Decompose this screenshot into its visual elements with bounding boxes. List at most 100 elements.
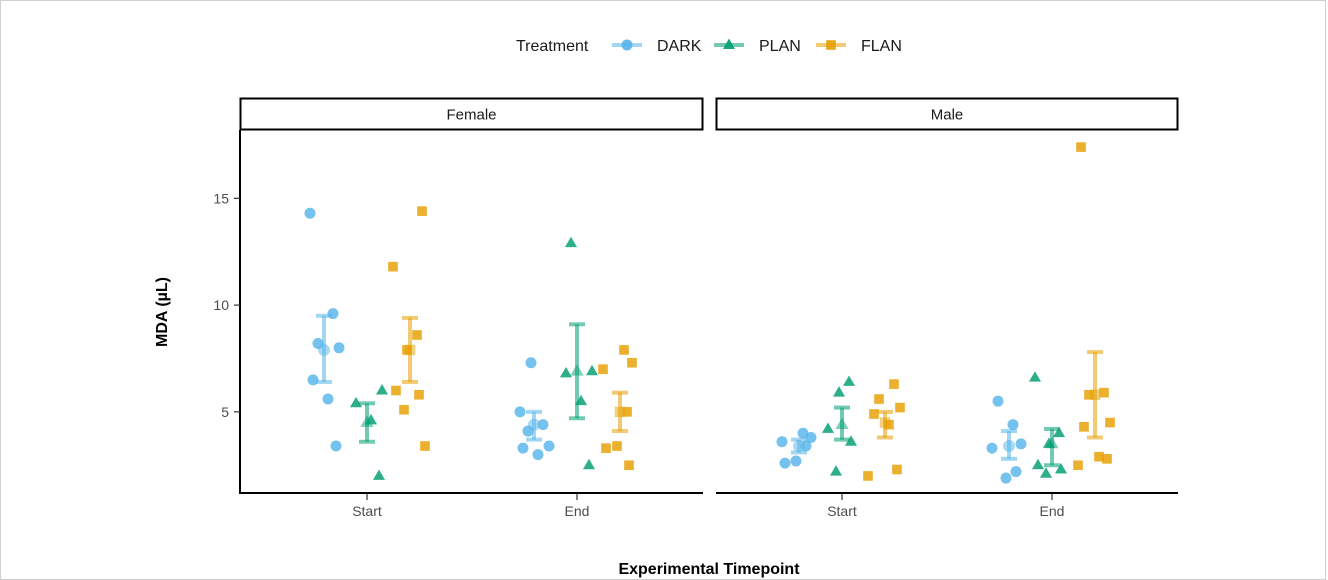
data-point [986, 442, 998, 454]
data-point [1007, 419, 1019, 431]
group-female-end-flan [598, 345, 637, 471]
data-point [612, 441, 622, 451]
legend-key-marker [722, 38, 736, 49]
data-point [537, 419, 549, 431]
data-point [585, 364, 599, 376]
data-point [1084, 389, 1094, 400]
data-point [779, 457, 791, 469]
y-axis-title: MDA (µL) [154, 277, 171, 347]
data-point [399, 404, 409, 415]
group-male-start-flan [863, 379, 905, 481]
data-point [619, 345, 629, 355]
data-point [375, 384, 389, 395]
data-marks [304, 142, 1115, 484]
legend-key-marker [621, 39, 633, 51]
mean-marker [1089, 389, 1101, 401]
mean-marker [835, 417, 849, 430]
group-male-end-flan [1073, 142, 1115, 471]
data-point [832, 386, 846, 397]
data-point [574, 394, 588, 406]
data-point [627, 357, 637, 368]
x-tick-label: Start [352, 503, 382, 519]
group-male-end-dark [986, 395, 1027, 484]
data-point [582, 458, 596, 470]
data-point [349, 396, 363, 408]
y-tick-label: 15 [213, 190, 229, 206]
data-point [844, 435, 858, 446]
group-female-start-flan [388, 206, 430, 451]
data-point [372, 469, 386, 480]
data-point [598, 364, 608, 374]
data-point [517, 442, 529, 454]
data-point [307, 374, 319, 386]
strip-label-female: Female [446, 107, 496, 124]
legend-item-dark: DARK [612, 38, 702, 55]
data-point [805, 431, 817, 443]
data-point [1015, 438, 1027, 450]
data-point [420, 441, 430, 451]
group-male-start-dark [776, 427, 817, 469]
data-point [388, 261, 398, 272]
data-point [892, 464, 902, 475]
legend-item-flan: FLAN [816, 38, 902, 55]
data-point [1102, 454, 1112, 464]
mean-marker [1003, 440, 1015, 453]
data-point [1094, 451, 1104, 462]
data-point [874, 394, 884, 404]
data-point [364, 413, 378, 425]
data-point [863, 471, 873, 481]
data-point [622, 407, 632, 417]
data-point [312, 338, 324, 350]
data-point [889, 379, 899, 389]
group-female-start-plan [349, 384, 389, 480]
legend-item-plan: PLAN [714, 38, 801, 55]
group-female-end-plan [559, 236, 599, 470]
legend: Treatment DARK PLAN FLAN [516, 38, 902, 55]
group-male-start-plan [821, 375, 858, 476]
data-point [1039, 467, 1053, 478]
data-point [327, 308, 339, 320]
x-tick-label: End [1040, 503, 1065, 519]
data-point [1054, 463, 1068, 474]
data-point [322, 393, 334, 405]
data-point [624, 460, 634, 471]
group-male-end-plan [1028, 371, 1068, 478]
data-point [1000, 472, 1012, 484]
data-point [1079, 421, 1089, 432]
y-axis-ticks: 5 10 15 [213, 190, 240, 420]
data-point [1105, 417, 1115, 428]
data-point [1042, 437, 1056, 448]
data-point [842, 375, 856, 386]
legend-title: Treatment [516, 38, 589, 55]
data-point [525, 357, 537, 369]
y-tick-label: 5 [221, 404, 229, 420]
data-point [559, 366, 573, 378]
legend-key-marker [826, 40, 836, 50]
mean-marker [570, 364, 584, 376]
data-point [391, 385, 401, 396]
data-point [532, 449, 544, 461]
data-point [1028, 371, 1042, 382]
legend-label: DARK [657, 38, 702, 55]
legend-label: PLAN [759, 38, 801, 55]
data-point [514, 406, 526, 418]
x-tick-label: Start [827, 503, 857, 519]
mean-marker [614, 406, 626, 418]
data-point [895, 402, 905, 413]
data-point [564, 236, 578, 248]
data-point [884, 419, 894, 430]
data-point [821, 422, 835, 433]
data-point [1031, 458, 1045, 470]
group-female-end-dark [514, 357, 555, 461]
data-point [1099, 387, 1109, 398]
data-point [790, 455, 802, 467]
group-female-start-dark [304, 207, 345, 452]
strip-female [239, 97, 704, 131]
data-point [1010, 466, 1022, 478]
data-point [1052, 426, 1066, 438]
x-axis-ticks: Start End Start End [352, 494, 1064, 519]
data-point [414, 389, 424, 400]
y-tick-label: 10 [213, 297, 229, 313]
data-point [417, 206, 427, 216]
x-tick-label: End [565, 503, 590, 519]
